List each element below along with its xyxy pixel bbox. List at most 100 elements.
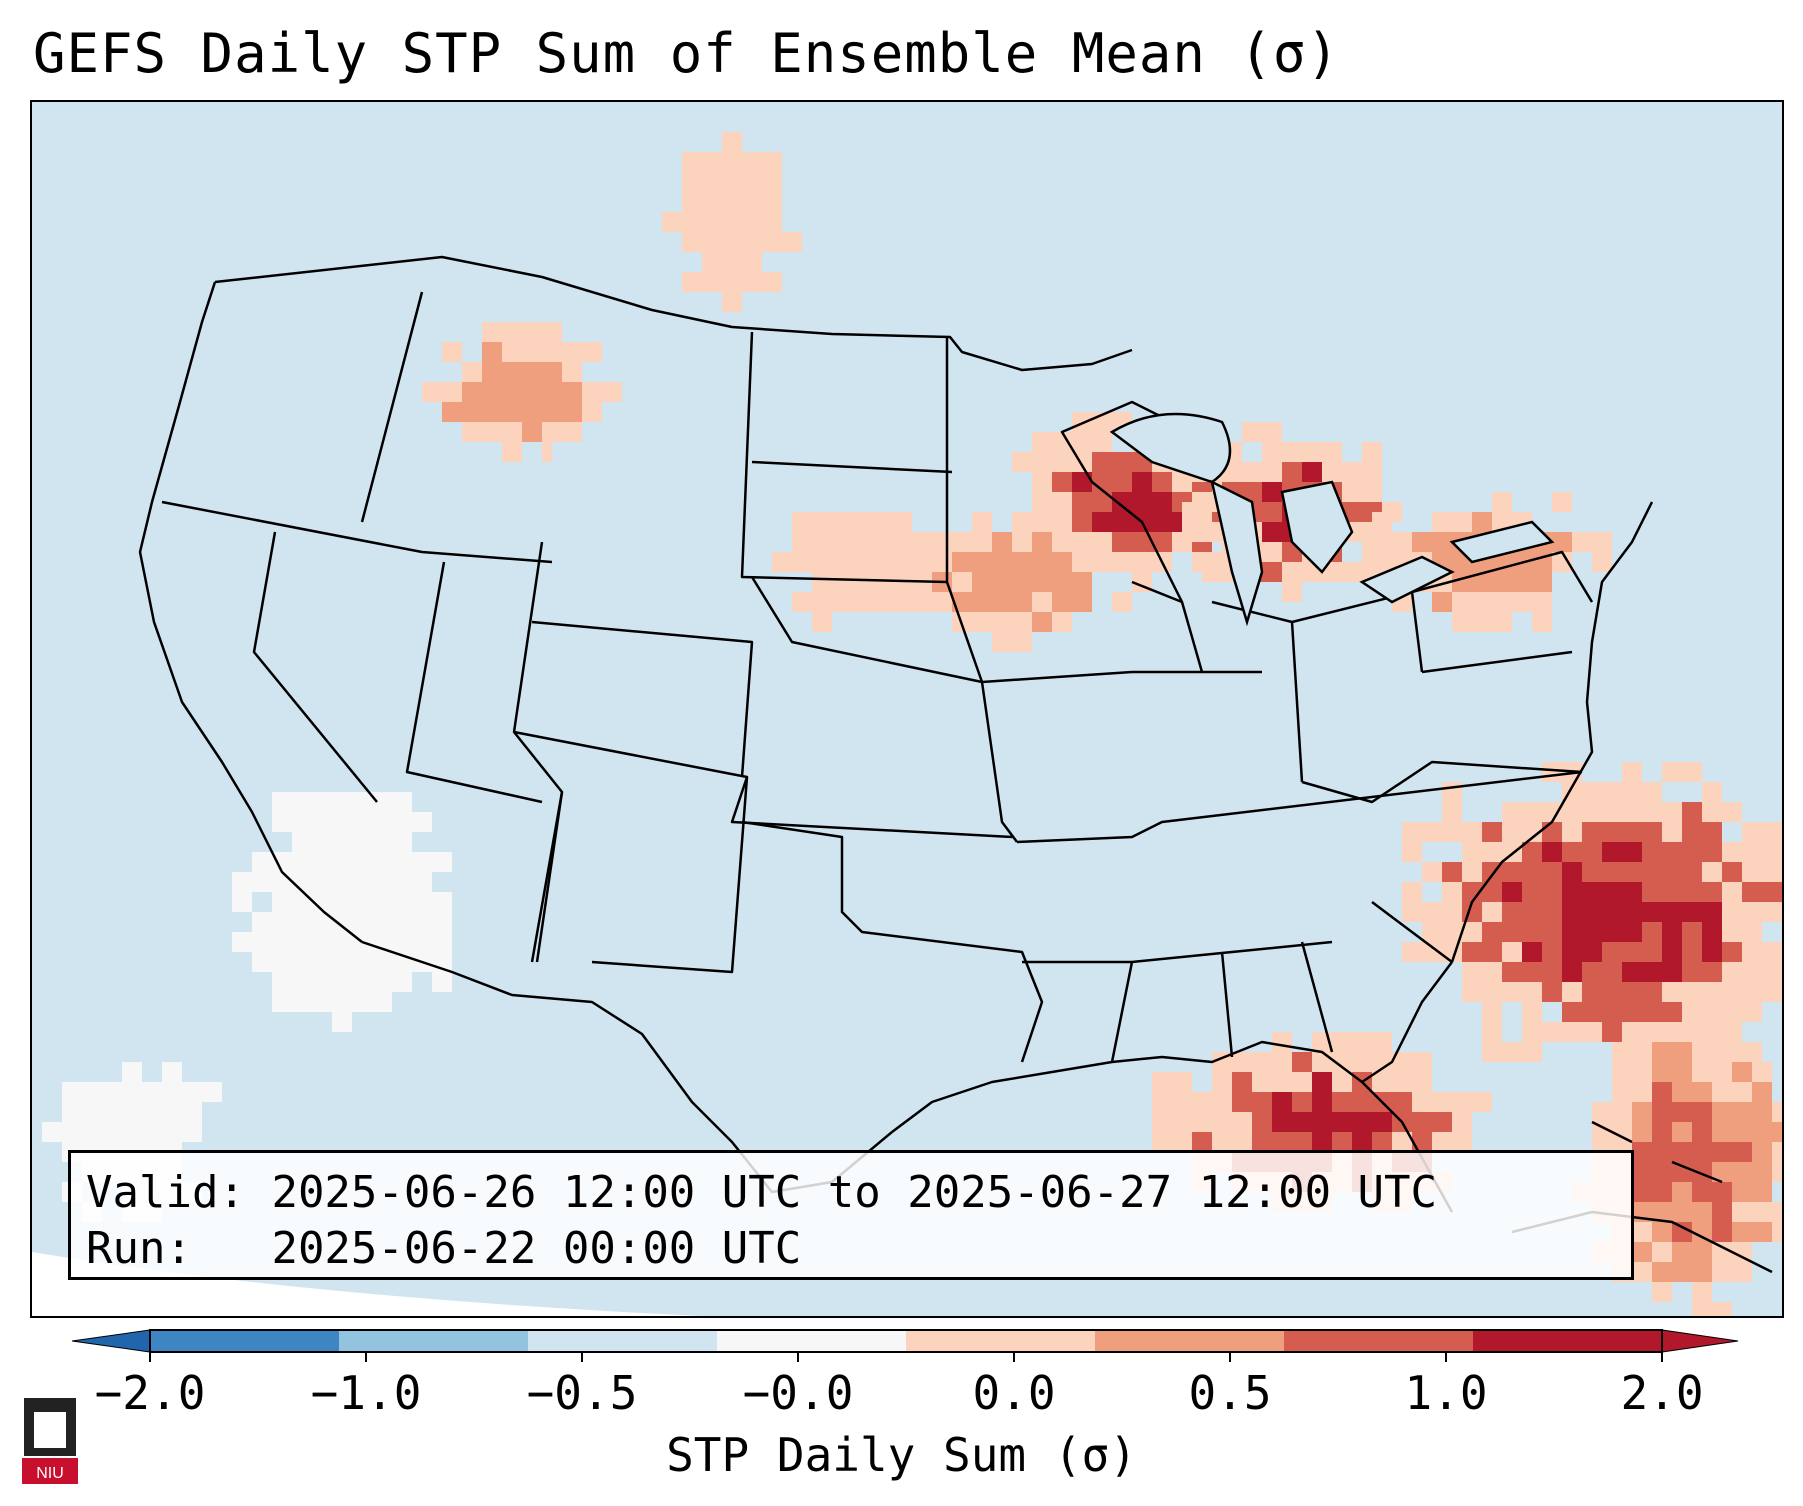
great-lakes (1109, 412, 1555, 627)
anomaly-cell (1582, 882, 1602, 902)
anomaly-cell (562, 362, 582, 382)
anomaly-cell (1742, 962, 1762, 982)
anomaly-cell (782, 232, 802, 252)
anomaly-cell (1302, 462, 1322, 482)
anomaly-cell (1342, 562, 1362, 582)
anomaly-cell (1712, 1162, 1732, 1182)
anomaly-cell (1702, 822, 1722, 842)
anomaly-cell (1722, 862, 1742, 882)
anomaly-cell (972, 612, 992, 632)
anomaly-cell (1312, 1092, 1332, 1112)
anomaly-cell (1502, 822, 1522, 842)
anomaly-cell (1682, 1002, 1702, 1022)
anomaly-cell (1662, 922, 1682, 942)
anomaly-cell (1132, 532, 1152, 552)
anomaly-cell (722, 272, 742, 292)
anomaly-cell (1782, 862, 1784, 882)
anomaly-cell (1722, 842, 1742, 862)
anomaly-cell (1052, 572, 1072, 592)
anomaly-cell (1032, 492, 1052, 512)
anomaly-cell (1412, 1112, 1432, 1132)
anomaly-cell (872, 592, 892, 612)
anomaly-cell (1622, 782, 1642, 802)
anomaly-cell (892, 532, 912, 552)
anomaly-cell (272, 932, 292, 952)
anomaly-cell (1332, 1072, 1352, 1092)
anomaly-cell (432, 852, 452, 872)
anomaly-cell (1442, 902, 1462, 922)
anomaly-cell (1782, 902, 1784, 922)
anomaly-cell (1522, 1002, 1542, 1022)
anomaly-cell (1232, 1072, 1252, 1092)
anomaly-cell (1702, 802, 1722, 822)
anomaly-cell (162, 1122, 182, 1142)
anomaly-cell (292, 852, 312, 872)
anomaly-cell (1582, 902, 1602, 922)
anomaly-cell (832, 532, 852, 552)
anomaly-cell (1292, 1092, 1312, 1112)
anomaly-cell (1732, 1262, 1752, 1282)
anomaly-cell (542, 342, 562, 362)
anomaly-cell (932, 532, 952, 552)
anomaly-cell (1502, 802, 1522, 822)
anomaly-cell (162, 1082, 182, 1102)
anomaly-cell (1502, 862, 1522, 882)
anomaly-cell (1652, 1282, 1672, 1302)
anomaly-cell (1482, 822, 1502, 842)
anomaly-cell (102, 1102, 122, 1122)
anomaly-cell (462, 382, 482, 402)
anomaly-cell (1652, 1022, 1672, 1042)
anomaly-cell (1422, 822, 1442, 842)
anomaly-cell (1682, 882, 1702, 902)
anomaly-cell (392, 932, 412, 952)
anomaly-cell (1562, 822, 1582, 842)
anomaly-cell (1072, 592, 1092, 612)
anomaly-cell (1232, 1112, 1252, 1132)
anomaly-cell (1072, 572, 1092, 592)
anomaly-cell (1252, 1132, 1272, 1152)
anomaly-cell (1632, 1022, 1652, 1042)
anomaly-cell (1352, 1112, 1372, 1132)
anomaly-cell (1712, 1102, 1732, 1122)
anomaly-cell (1282, 442, 1302, 462)
anomaly-cell (1452, 1092, 1472, 1112)
anomaly-cell (372, 912, 392, 932)
anomaly-cell (1452, 612, 1472, 632)
anomaly-cell (1622, 1002, 1642, 1022)
anomaly-cell (1612, 572, 1632, 592)
anomaly-cell (762, 152, 782, 172)
anomaly-cell (482, 362, 502, 382)
anomaly-cell (912, 552, 932, 572)
anomaly-cell (1052, 432, 1072, 452)
anomaly-cell (1772, 1162, 1782, 1182)
anomaly-cell (1662, 962, 1682, 982)
valid-label: Valid: (86, 1167, 245, 1218)
anomaly-cell (1542, 822, 1562, 842)
anomaly-cell (272, 892, 292, 912)
anomaly-cell (1772, 1202, 1782, 1222)
anomaly-cell (1292, 1112, 1312, 1132)
anomaly-cell (1602, 782, 1622, 802)
anomaly-cell (332, 812, 352, 832)
anomaly-cell (1112, 512, 1132, 532)
anomaly-cell (1072, 532, 1092, 552)
anomaly-cell (1302, 442, 1322, 462)
valid-value: 2025-06-26 12:00 UTC to 2025-06-27 12:00… (271, 1167, 1438, 1218)
colorbar-segment (150, 1330, 340, 1352)
anomaly-cell (1732, 1122, 1752, 1142)
anomaly-cell (1692, 1202, 1712, 1222)
colorbar-segment (1095, 1330, 1285, 1352)
anomaly-cell (332, 892, 352, 912)
anomaly-cell (852, 572, 872, 592)
anomaly-cell (1242, 462, 1262, 482)
anomaly-cell (1332, 1092, 1352, 1112)
anomaly-cell (412, 892, 432, 912)
anomaly-cell (522, 402, 542, 422)
anomaly-cell (1182, 522, 1202, 542)
anomaly-cell (1712, 1182, 1732, 1202)
anomaly-cell (1172, 1092, 1192, 1112)
anomaly-cell (1702, 862, 1722, 882)
anomaly-cell (702, 232, 722, 252)
anomaly-cell (662, 212, 682, 232)
anomaly-cell (1572, 552, 1592, 572)
